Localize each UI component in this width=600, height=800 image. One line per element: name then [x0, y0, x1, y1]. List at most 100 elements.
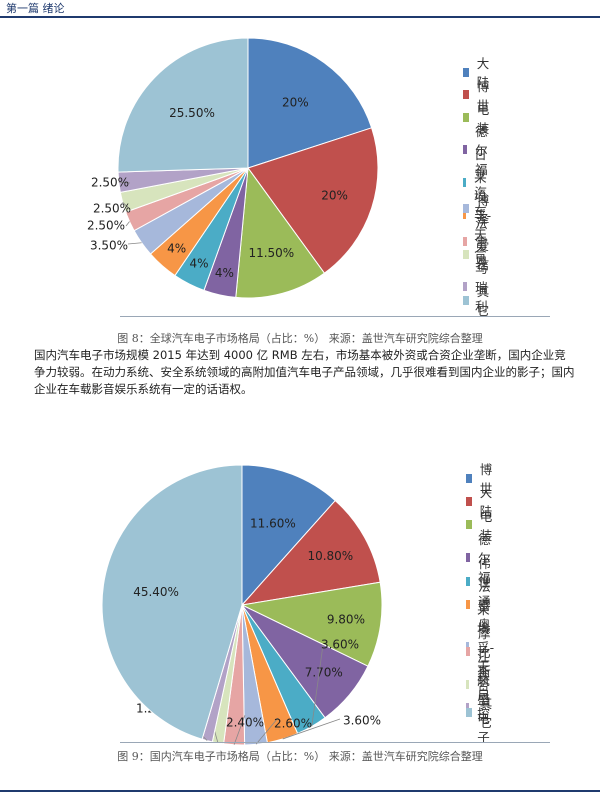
pie-slice-2	[247, 127, 379, 274]
legend-label-7: 博泽	[476, 192, 490, 227]
legend-item-1: 大陆	[463, 53, 493, 91]
legend-swatch-9	[463, 249, 469, 259]
body-paragraph: 国内汽车电子市场规模 2015 年达到 4000 亿 RMB 左右，市场基本被外…	[34, 348, 575, 396]
legend-swatch-9	[466, 679, 470, 689]
legend-swatch-2	[463, 90, 469, 100]
legend-item-6: 采埃孚-天合	[463, 167, 497, 262]
domestic-market-pie-chart: 11.60% 10.80% 9.80% 7.70% 3.60% 3.60% 2.60% 2.4…	[101, 464, 383, 746]
legend-swatch-1	[463, 67, 469, 77]
legend-label-8: 法雷奥	[475, 215, 488, 269]
chart1-caption-divider	[120, 316, 550, 317]
legend-swatch-4	[466, 553, 471, 563]
slice-label-11: 45.40%	[133, 585, 179, 599]
slice-label-5: 4%	[189, 257, 208, 271]
pie-slice-3	[235, 166, 326, 299]
legend-item-3: 电装	[463, 99, 493, 137]
slice-label-2: 20%	[321, 189, 348, 203]
chart1-caption: 图 8：全球汽车电子市场格局（占比：%） 来源：盖世汽车研究院综合整理	[117, 332, 483, 345]
legend-item-9: 江森自控	[466, 646, 496, 722]
legend-item-9: 爱信	[463, 235, 493, 273]
legend-swatch-4	[463, 145, 468, 155]
legend-label-4: 德尔福	[475, 124, 488, 178]
pie-slice-3	[240, 581, 383, 667]
slice-label-6: 3.60%	[343, 714, 381, 728]
slice-label-4: 4%	[215, 266, 234, 280]
legend-item-2: 博世	[463, 76, 493, 114]
legend-item-10: 航盛电子	[466, 670, 496, 746]
chart2-caption: 图 9：国内汽车电子市场格局（占比：%） 来源：盖世汽车研究院综合整理	[117, 750, 483, 763]
legend-item-5: 日立汽车	[463, 144, 493, 220]
legend-item-2: 大陆	[466, 482, 496, 520]
slice-label-3: 9.80%	[327, 613, 365, 627]
pie-slice-1	[247, 37, 373, 169]
leader-line-8	[233, 714, 246, 745]
legend-item-11: 其它	[463, 281, 493, 319]
legend-swatch-5	[463, 177, 467, 187]
legend-swatch-6	[463, 210, 467, 219]
legend-label-10: 航盛电子	[477, 672, 490, 745]
legend-item-5: 伟世通	[466, 553, 496, 610]
legend-item-7: 采埃孚-天合	[466, 599, 500, 694]
slice-label-5: 3.60%	[321, 638, 359, 652]
leader-line-7	[255, 717, 279, 745]
slice-label-1: 20%	[282, 95, 309, 109]
chart2-caption-divider	[120, 742, 550, 743]
legend-label-2: 大陆	[479, 485, 493, 520]
slice-label-7: 2.60%	[274, 717, 312, 731]
page-header-title: 第一篇 绪论	[6, 2, 65, 15]
legend-label-5: 日立汽车	[474, 147, 487, 220]
global-market-pie-chart: 20%20%11.50%4%4%4%3.50%2.50%2.50%2.50%25…	[87, 37, 379, 299]
legend-item-4: 德尔福	[463, 121, 493, 178]
pie-slice-2	[240, 499, 381, 606]
leader-line-9	[122, 202, 131, 210]
legend-item-1: 博世	[466, 459, 496, 497]
legend-label-6: 法雷奥	[478, 579, 491, 632]
slice-label-7: 3.50%	[90, 239, 128, 253]
legend-label-3: 电装	[479, 508, 493, 543]
legend-label-6: 采埃孚-天合	[474, 170, 492, 261]
legend-swatch-10	[463, 282, 468, 292]
legend-swatch-6	[466, 600, 471, 609]
footer-divider	[0, 790, 600, 792]
legend-label-11: 其它	[479, 696, 493, 730]
leader-line-8	[125, 221, 130, 227]
legend-swatch-5	[466, 576, 471, 586]
legend-label-8: 摩比斯	[478, 625, 491, 679]
legend-label-9: 江森自控	[477, 649, 490, 722]
leader-line-10	[118, 181, 131, 184]
legend-label-2: 博世	[476, 78, 490, 113]
slice-label-11: 25.50%	[169, 106, 215, 120]
legend-swatch-8	[463, 236, 468, 246]
legend-item-10: 马瑞利	[463, 258, 493, 315]
legend-item-8: 摩比斯	[466, 623, 496, 680]
legend-swatch-3	[463, 113, 469, 123]
legend-item-11: 其它	[466, 693, 496, 731]
legend-swatch-1	[466, 473, 472, 483]
legend-item-4: 德尔福	[466, 529, 496, 586]
pie-slice-11	[101, 464, 243, 740]
pie-slice-11	[117, 37, 249, 173]
pie-slice-1	[241, 464, 336, 607]
leader-line-7	[127, 242, 142, 245]
slice-label-4: 7.70%	[305, 666, 343, 680]
leader-line-5	[311, 644, 324, 727]
legend-label-3: 电装	[476, 101, 490, 136]
legend-swatch-2	[466, 496, 472, 506]
legend-swatch-11	[466, 707, 472, 717]
legend-label-7: 采埃孚-天合	[477, 602, 495, 694]
legend-item-3: 电装	[466, 506, 496, 544]
legend-swatch-3	[466, 520, 472, 530]
legend-label-9: 爱信	[476, 238, 490, 273]
slice-label-9: 2.50%	[93, 202, 131, 216]
legend-swatch-8	[466, 646, 471, 656]
legend-label-4: 德尔福	[478, 532, 491, 586]
leader-line-6	[282, 718, 341, 740]
legend-swatch-7	[463, 204, 469, 214]
slice-label-3: 11.50%	[248, 246, 294, 260]
slice-label-8: 2.40%	[226, 716, 264, 730]
legend-label-1: 博世	[479, 462, 493, 496]
legend-label-5: 伟世通	[478, 555, 491, 609]
legend-label-11: 其它	[476, 284, 490, 318]
slice-label-6: 4%	[167, 241, 186, 255]
header-divider	[0, 16, 600, 18]
